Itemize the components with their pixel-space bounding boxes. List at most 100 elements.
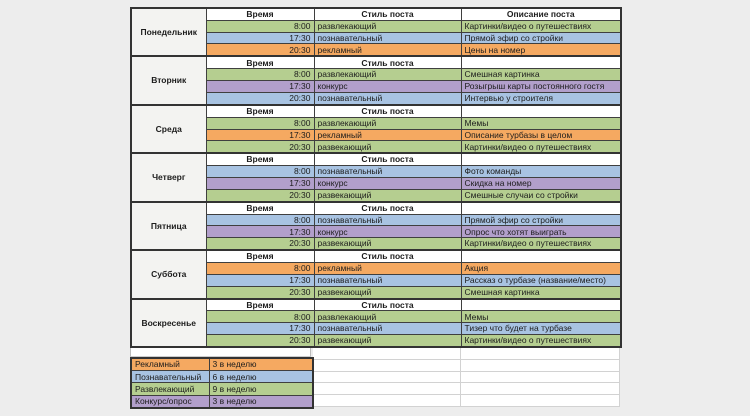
style-header-cell[interactable]: Стиль поста: [313, 7, 462, 21]
post-style-cell[interactable]: познавательный: [313, 31, 462, 45]
day-name-cell[interactable]: Понедельник: [130, 7, 207, 57]
empty-cell-row[interactable]: [313, 348, 619, 360]
empty-cells-grid[interactable]: [313, 348, 620, 407]
post-description-cell[interactable]: Фото команды: [460, 165, 622, 178]
time-cell[interactable]: 8:00: [205, 262, 315, 275]
time-cell[interactable]: 17:30: [205, 31, 315, 45]
post-style-cell[interactable]: познавательный: [313, 322, 462, 336]
legend-frequency-cell[interactable]: 6 в неделю: [208, 370, 314, 384]
style-header-cell[interactable]: Стиль поста: [313, 104, 462, 118]
post-style-cell[interactable]: рекламный: [313, 128, 462, 142]
post-style-cell[interactable]: развекающий: [313, 140, 462, 154]
day-name-cell[interactable]: Вторник: [130, 55, 207, 106]
post-style-cell[interactable]: развекающий: [313, 237, 462, 251]
style-header-cell[interactable]: Стиль поста: [313, 298, 462, 312]
day-name-cell[interactable]: Пятница: [130, 201, 207, 251]
time-cell[interactable]: 8:00: [205, 165, 315, 178]
style-header-cell[interactable]: Стиль поста: [313, 152, 462, 167]
time-cell[interactable]: 17:30: [205, 80, 315, 93]
time-header-cell[interactable]: Время: [205, 298, 315, 312]
empty-cell-row[interactable]: [313, 383, 619, 396]
post-style-cell[interactable]: познавательный: [313, 213, 462, 227]
post-description-cell[interactable]: Интервью у строителя: [460, 91, 622, 106]
post-description-cell[interactable]: Цены на номер: [460, 43, 622, 57]
post-description-cell[interactable]: Смешная картинка: [460, 285, 622, 300]
description-header-cell[interactable]: [460, 298, 622, 312]
post-style-cell[interactable]: рекламный: [313, 262, 462, 275]
time-cell[interactable]: 20:30: [205, 237, 315, 251]
time-cell[interactable]: 8:00: [205, 116, 315, 130]
time-header-cell[interactable]: Время: [205, 152, 315, 167]
post-description-cell[interactable]: Рассказ о турбазе (название/место): [460, 273, 622, 287]
time-cell[interactable]: 20:30: [205, 91, 315, 106]
day-name-cell[interactable]: Суббота: [130, 249, 207, 300]
post-description-cell[interactable]: Тизер что будет на турбазе: [460, 322, 622, 336]
post-description-cell[interactable]: Скидка на номер: [460, 176, 622, 190]
post-style-cell[interactable]: рекламный: [313, 43, 462, 57]
post-description-cell[interactable]: Описание турбазы в целом: [460, 128, 622, 142]
legend-frequency-cell[interactable]: 9 в неделю: [208, 382, 314, 396]
post-description-cell[interactable]: Смешная картинка: [460, 68, 622, 82]
time-header-cell[interactable]: Время: [205, 104, 315, 118]
post-description-cell[interactable]: Опрос что хотят выиграть: [460, 225, 622, 239]
description-header-cell[interactable]: [460, 104, 622, 118]
post-style-cell[interactable]: конкурс: [313, 225, 462, 239]
description-header-cell[interactable]: Описание поста: [460, 7, 622, 21]
post-style-cell[interactable]: познавательный: [313, 273, 462, 287]
post-description-cell[interactable]: Розыгрыш карты постоянного гостя: [460, 80, 622, 93]
post-description-cell[interactable]: Прямой эфир со стройки: [460, 213, 622, 227]
post-description-cell[interactable]: Прямой эфир со стройки: [460, 31, 622, 45]
time-cell[interactable]: 8:00: [205, 213, 315, 227]
time-cell[interactable]: 20:30: [205, 43, 315, 57]
day-name-cell[interactable]: Среда: [130, 104, 207, 154]
post-description-cell[interactable]: Картинки/видео о путешествиях: [460, 237, 622, 251]
time-cell[interactable]: 17:30: [205, 273, 315, 287]
legend-style-cell[interactable]: Познавательный: [130, 370, 210, 384]
time-cell[interactable]: 20:30: [205, 140, 315, 154]
time-cell[interactable]: 17:30: [205, 225, 315, 239]
time-header-cell[interactable]: Время: [205, 249, 315, 264]
day-name-cell[interactable]: Четверг: [130, 152, 207, 203]
post-style-cell[interactable]: познавательный: [313, 165, 462, 178]
legend-style-cell[interactable]: Рекламный: [130, 357, 210, 372]
time-header-cell[interactable]: Время: [205, 55, 315, 70]
post-style-cell[interactable]: конкурс: [313, 176, 462, 190]
post-style-cell[interactable]: развлекающий: [313, 68, 462, 82]
post-style-cell[interactable]: развекающий: [313, 188, 462, 203]
time-cell[interactable]: 17:30: [205, 128, 315, 142]
post-description-cell[interactable]: Картинки/видео о путешествиях: [460, 140, 622, 154]
time-cell[interactable]: 20:30: [205, 188, 315, 203]
description-header-cell[interactable]: [460, 201, 622, 215]
post-style-cell[interactable]: развлекающий: [313, 310, 462, 324]
time-cell[interactable]: 8:00: [205, 68, 315, 82]
post-style-cell[interactable]: развлекающий: [313, 116, 462, 130]
time-header-cell[interactable]: Время: [205, 7, 315, 21]
post-style-cell[interactable]: развлекающий: [313, 19, 462, 33]
legend-style-cell[interactable]: Развлекающий: [130, 382, 210, 396]
style-header-cell[interactable]: Стиль поста: [313, 249, 462, 264]
post-style-cell[interactable]: познавательный: [313, 91, 462, 106]
time-cell[interactable]: 20:30: [205, 334, 315, 348]
time-header-cell[interactable]: Время: [205, 201, 315, 215]
legend-frequency-cell[interactable]: 3 в неделю: [208, 394, 314, 409]
empty-spacer-row[interactable]: [130, 348, 311, 357]
empty-cell-row[interactable]: [313, 372, 619, 384]
post-style-cell[interactable]: развекающий: [313, 285, 462, 300]
style-header-cell[interactable]: Стиль поста: [313, 201, 462, 215]
post-description-cell[interactable]: Мемы: [460, 116, 622, 130]
description-header-cell[interactable]: [460, 152, 622, 167]
post-style-cell[interactable]: развекающий: [313, 334, 462, 348]
time-cell[interactable]: 20:30: [205, 285, 315, 300]
time-cell[interactable]: 8:00: [205, 310, 315, 324]
day-name-cell[interactable]: Воскресенье: [130, 298, 207, 348]
empty-cell-row[interactable]: [313, 360, 619, 372]
style-header-cell[interactable]: Стиль поста: [313, 55, 462, 70]
legend-frequency-cell[interactable]: 3 в неделю: [208, 357, 314, 372]
post-description-cell[interactable]: Смешные случаи со стройки: [460, 188, 622, 203]
post-description-cell[interactable]: Картинки/видео о путешествиях: [460, 334, 622, 348]
legend-style-cell[interactable]: Конкурс/опрос: [130, 394, 210, 409]
post-description-cell[interactable]: Картинки/видео о путешествиях: [460, 19, 622, 33]
description-header-cell[interactable]: [460, 55, 622, 70]
post-style-cell[interactable]: конкурс: [313, 80, 462, 93]
post-description-cell[interactable]: Акция: [460, 262, 622, 275]
